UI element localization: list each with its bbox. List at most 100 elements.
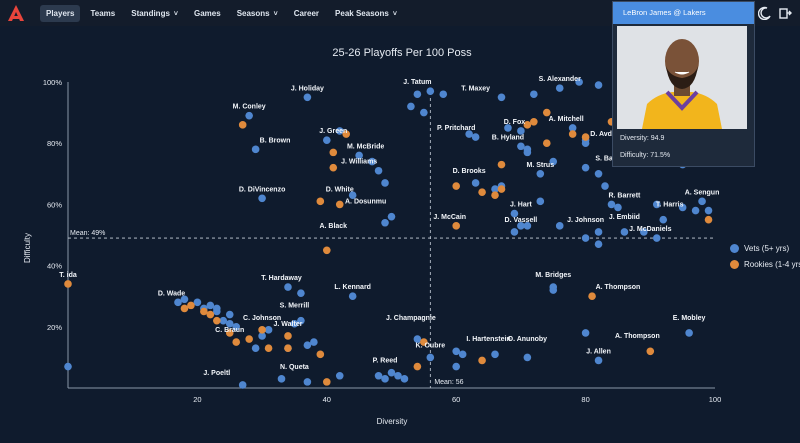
data-point[interactable] (187, 301, 195, 310)
data-point[interactable] (652, 200, 661, 209)
nav-item-career[interactable]: Career (288, 5, 325, 22)
logo-icon[interactable] (7, 4, 25, 22)
data-point[interactable] (536, 170, 545, 178)
data-point[interactable] (491, 185, 499, 193)
data-point[interactable] (303, 93, 312, 102)
data-point[interactable] (491, 191, 499, 200)
data-point[interactable] (206, 310, 215, 319)
data-point[interactable] (316, 197, 325, 206)
data-point[interactable] (258, 194, 266, 203)
data-point[interactable] (368, 157, 376, 166)
data-point[interactable] (381, 375, 389, 383)
data-point[interactable] (478, 188, 486, 196)
data-point[interactable] (652, 234, 661, 242)
data-point[interactable] (594, 170, 603, 178)
data-point[interactable] (258, 332, 266, 340)
data-point[interactable] (413, 335, 422, 343)
data-point[interactable] (284, 344, 292, 353)
nav-item-games[interactable]: Games (188, 5, 227, 22)
data-point[interactable] (458, 350, 467, 359)
data-point[interactable] (581, 234, 590, 242)
data-point[interactable] (342, 130, 351, 138)
data-point[interactable] (323, 378, 331, 386)
data-point[interactable] (200, 307, 208, 316)
data-point[interactable] (452, 362, 461, 371)
data-point[interactable] (517, 142, 525, 151)
data-point[interactable] (646, 347, 655, 356)
data-point[interactable] (581, 329, 590, 337)
data-point[interactable] (323, 246, 331, 255)
data-point[interactable] (620, 228, 629, 236)
data-point[interactable] (225, 310, 234, 319)
data-point[interactable] (284, 332, 292, 340)
data-point[interactable] (523, 222, 532, 230)
data-point[interactable] (594, 81, 603, 89)
data-point[interactable] (245, 335, 253, 343)
nav-item-seasons[interactable]: Seasons ˅ (231, 5, 284, 22)
data-point[interactable] (413, 362, 422, 371)
data-point[interactable] (238, 121, 247, 129)
data-point[interactable] (510, 209, 519, 218)
data-point[interactable] (251, 344, 260, 353)
data-point[interactable] (387, 212, 396, 221)
data-point[interactable] (394, 371, 402, 380)
data-point[interactable] (303, 378, 312, 386)
data-point[interactable] (568, 124, 577, 132)
data-point[interactable] (640, 228, 648, 236)
data-point[interactable] (530, 117, 538, 126)
legend-item[interactable]: Rookies (1-4 yrs) (730, 256, 800, 272)
data-point[interactable] (504, 124, 512, 132)
data-point[interactable] (258, 326, 266, 334)
data-point[interactable] (374, 371, 383, 380)
data-point[interactable] (698, 197, 706, 206)
data-point[interactable] (601, 182, 609, 190)
moon-icon[interactable] (758, 6, 772, 20)
data-point[interactable] (523, 353, 532, 362)
data-point[interactable] (213, 307, 221, 316)
data-point[interactable] (542, 139, 551, 147)
data-point[interactable] (452, 182, 461, 190)
data-point[interactable] (530, 90, 538, 99)
data-point[interactable] (497, 93, 506, 102)
data-point[interactable] (704, 206, 713, 215)
data-point[interactable] (426, 87, 435, 95)
legend-item[interactable]: Vets (5+ yrs) (730, 240, 800, 256)
data-point[interactable] (407, 102, 415, 111)
data-point[interactable] (517, 222, 525, 230)
data-point[interactable] (471, 179, 480, 187)
data-point[interactable] (348, 191, 357, 200)
data-point[interactable] (478, 356, 486, 365)
data-point[interactable] (497, 160, 506, 169)
data-point[interactable] (691, 206, 700, 215)
data-point[interactable] (251, 145, 260, 154)
data-point[interactable] (659, 215, 668, 224)
data-point[interactable] (685, 329, 693, 337)
data-point[interactable] (581, 163, 590, 172)
data-point[interactable] (536, 197, 545, 206)
data-point[interactable] (225, 329, 234, 337)
data-point[interactable] (277, 375, 286, 383)
data-point[interactable] (555, 84, 564, 92)
data-point[interactable] (497, 185, 506, 193)
data-point[interactable] (316, 350, 325, 359)
data-point[interactable] (180, 304, 189, 313)
data-point[interactable] (245, 111, 253, 120)
data-point[interactable] (594, 356, 603, 365)
data-point[interactable] (614, 203, 622, 212)
data-point[interactable] (542, 108, 551, 117)
data-point[interactable] (517, 127, 525, 135)
data-point[interactable] (213, 316, 221, 325)
data-point[interactable] (64, 280, 72, 288)
nav-item-standings[interactable]: Standings ˅ (125, 5, 184, 22)
data-point[interactable] (335, 371, 344, 380)
data-point[interactable] (219, 316, 228, 325)
data-point[interactable] (264, 326, 273, 334)
data-point[interactable] (232, 323, 241, 331)
data-point[interactable] (225, 319, 234, 328)
data-point[interactable] (420, 108, 428, 117)
nav-item-peak-seasons[interactable]: Peak Seasons ˅ (329, 5, 403, 22)
data-point[interactable] (549, 286, 558, 294)
data-point[interactable] (310, 338, 318, 346)
export-icon[interactable] (778, 6, 792, 20)
data-point[interactable] (510, 228, 519, 236)
